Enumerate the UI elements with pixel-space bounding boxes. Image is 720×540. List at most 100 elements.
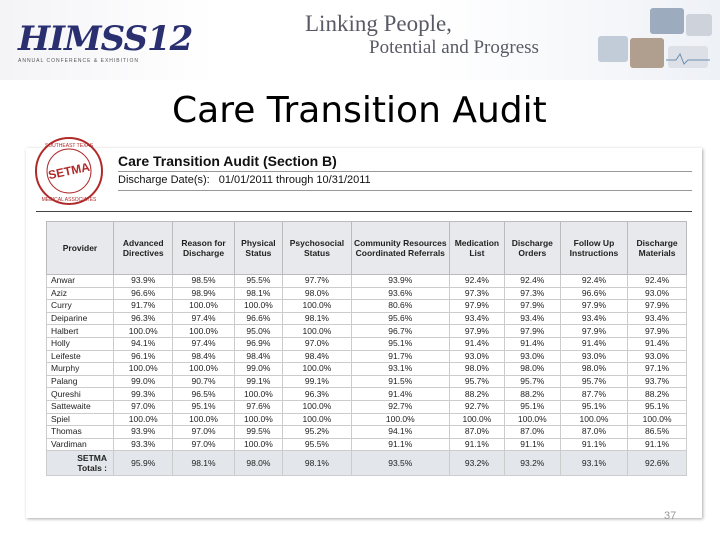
table-row: Spiel 100.0% 100.0% 100.0% 100.0% 100.0% 100.0… (46, 412, 687, 427)
divider (118, 190, 692, 191)
percentage-cell: 100.0% (172, 412, 235, 427)
percentage-cell: 97.9% (627, 299, 687, 313)
percentage-cell: 98.1% (282, 311, 352, 326)
percentage-cell: 100.0% (233, 299, 284, 313)
percentage-cell: 98.1% (233, 286, 284, 301)
percentage-cell: 93.9% (112, 425, 174, 439)
percentage-cell: 100.0% (282, 324, 352, 338)
percentage-cell: 96.1% (112, 349, 174, 364)
table-row: Vardiman 93.3% 97.0% 100.0% 95.5% 91.1% 91.1% 9… (46, 437, 687, 452)
percentage-cell: 87.0% (503, 425, 561, 439)
percentage-cell: 97.1% (627, 362, 687, 376)
percentage-cell: 98.0% (559, 362, 629, 376)
percentage-cell: 98.9% (172, 286, 235, 301)
column-header: Reason for Discharge (172, 221, 235, 275)
percentage-cell: 97.9% (559, 299, 629, 313)
percentage-cell: 93.3% (112, 437, 174, 452)
table-row: Deiparine 96.3% 97.4% 96.6% 98.1% 95.6% 93.4% 9… (46, 311, 687, 326)
column-header: Discharge Orders (503, 221, 561, 275)
total-cell: 92.6% (627, 450, 687, 477)
percentage-cell: 96.3% (282, 387, 352, 401)
percentage-cell: 91.5% (350, 374, 450, 389)
percentage-cell: 93.4% (627, 311, 687, 326)
percentage-cell: 100.0% (282, 399, 352, 414)
photo-tile (630, 38, 664, 68)
divider (36, 211, 692, 212)
percentage-cell: 95.1% (503, 399, 561, 414)
percentage-cell: 100.0% (233, 387, 284, 401)
total-cell: 95.9% (112, 450, 174, 477)
percentage-cell: 96.9% (233, 336, 284, 351)
total-cell: 93.2% (448, 450, 505, 477)
provider-name: Palang (46, 374, 114, 389)
percentage-cell: 95.7% (503, 374, 561, 389)
conference-tagline: Linking People, Potential and Progress (305, 12, 555, 64)
provider-name: Spiel (46, 412, 114, 427)
percentage-cell: 87.0% (559, 425, 629, 439)
percentage-cell: 95.2% (282, 425, 352, 439)
percentage-cell: 94.1% (112, 336, 174, 351)
percentage-cell: 97.4% (172, 311, 235, 326)
percentage-cell: 97.9% (559, 324, 629, 338)
percentage-cell: 98.4% (233, 349, 284, 364)
percentage-cell: 91.1% (350, 437, 450, 452)
himss12-logo: HIMSS12 ANNUAL CONFERENCE & EXHIBITION (18, 22, 193, 68)
table-row: Sattewaite 97.0% 95.1% 97.6% 100.0% 92.7% 92.7… (46, 399, 687, 414)
percentage-cell: 93.0% (448, 349, 505, 364)
percentage-cell: 96.7% (350, 324, 450, 338)
percentage-cell: 96.3% (112, 311, 174, 326)
column-header: Follow Up Instructions (559, 221, 629, 275)
percentage-cell: 97.0% (172, 425, 235, 439)
total-cell: 93.5% (350, 450, 450, 477)
percentage-cell: 88.2% (627, 387, 687, 401)
report-title: Care Transition Audit (Section B) (118, 153, 337, 169)
table-row: Leifeste 96.1% 98.4% 98.4% 98.4% 91.7% 93.0% 93… (46, 349, 687, 364)
percentage-cell: 91.4% (350, 387, 450, 401)
percentage-cell: 99.0% (112, 374, 174, 389)
percentage-cell: 98.4% (282, 349, 352, 364)
provider-name: Halbert (46, 324, 114, 338)
percentage-cell: 97.6% (233, 399, 284, 414)
tagline-line-1: Linking People, (305, 11, 452, 36)
table-header-row: Provider Advanced Directives Reason for Di… (46, 221, 687, 275)
slide-title: Care Transition Audit (172, 90, 547, 131)
percentage-cell: 86.5% (627, 425, 687, 439)
percentage-cell: 92.7% (350, 399, 450, 414)
provider-name: Anwar (46, 274, 114, 288)
percentage-cell: 92.4% (559, 274, 629, 288)
provider-name: Aziz (46, 286, 114, 301)
percentage-cell: 91.4% (559, 336, 629, 351)
percentage-cell: 100.0% (282, 362, 352, 376)
percentage-cell: 93.4% (503, 311, 561, 326)
tagline-line-2: Potential and Progress (369, 37, 539, 58)
photo-tile (686, 14, 712, 36)
percentage-cell: 100.0% (233, 412, 284, 427)
percentage-cell: 80.6% (350, 299, 450, 313)
photo-tile (650, 8, 684, 34)
percentage-cell: 91.7% (112, 299, 174, 313)
percentage-cell: 91.1% (559, 437, 629, 452)
percentage-cell: 91.4% (448, 336, 505, 351)
percentage-cell: 91.4% (627, 336, 687, 351)
table-row: Halbert 100.0% 100.0% 95.0% 100.0% 96.7% 97.9%… (46, 324, 687, 338)
percentage-cell: 92.7% (448, 399, 505, 414)
percentage-cell: 100.0% (172, 299, 235, 313)
percentage-cell: 97.9% (448, 299, 505, 313)
percentage-cell: 92.4% (448, 274, 505, 288)
percentage-cell: 97.4% (172, 336, 235, 351)
total-cell: 98.0% (233, 450, 284, 477)
percentage-cell: 97.3% (503, 286, 561, 301)
provider-name: Curry (46, 299, 114, 313)
percentage-cell: 99.3% (112, 387, 174, 401)
table-body: Anwar 93.9% 98.5% 95.5% 97.7% 93.9% 92.4% 92.4%… (46, 274, 687, 477)
percentage-cell: 100.0% (172, 324, 235, 338)
column-header: Physical Status (233, 221, 284, 275)
percentage-cell: 93.9% (112, 274, 174, 288)
provider-name: Holly (46, 336, 114, 351)
percentage-cell: 100.0% (448, 412, 505, 427)
percentage-cell: 99.5% (233, 425, 284, 439)
percentage-cell: 98.4% (172, 349, 235, 364)
percentage-cell: 100.0% (282, 412, 352, 427)
total-cell: 93.1% (559, 450, 629, 477)
percentage-cell: 91.7% (350, 349, 450, 364)
